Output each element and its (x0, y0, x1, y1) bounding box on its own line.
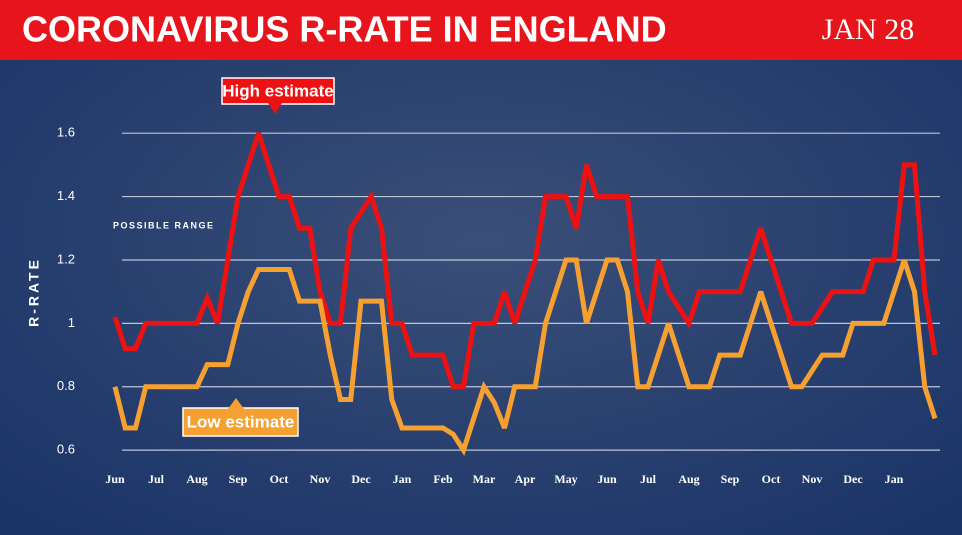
date: JAN 28 (822, 13, 915, 46)
title-bar (0, 0, 962, 60)
x-tick-label: Oct (270, 472, 289, 486)
legend-pointer (228, 398, 244, 409)
series-line (112, 132, 938, 390)
series-line (112, 257, 938, 456)
legend-item: High estimate (221, 77, 335, 114)
x-tick-label: Dec (843, 472, 863, 486)
x-tick-label: Sep (229, 472, 248, 486)
legend-box (221, 77, 335, 105)
y-tick-label: 0.6 (57, 442, 75, 457)
y-axis-label: R-RATE (26, 257, 42, 327)
x-tick-label: Apr (515, 472, 536, 486)
annotation: POSSIBLE RANGE (113, 220, 215, 230)
legend-label: High estimate (222, 81, 333, 100)
x-tick-label: Nov (310, 472, 331, 486)
y-tick-label: 1.4 (57, 188, 75, 203)
x-tick-label: Jul (148, 472, 165, 486)
x-tick-label: Jul (640, 472, 657, 486)
chart-title: CORONAVIRUS R-RATE IN ENGLAND (22, 9, 667, 50)
legend-label: Low estimate (187, 412, 295, 431)
y-tick-label: 1.6 (57, 125, 75, 140)
x-tick-label: Jan (393, 472, 412, 486)
x-tick-label: Jun (105, 472, 125, 486)
x-tick-label: Sep (721, 472, 740, 486)
x-tick-label: Dec (351, 472, 371, 486)
x-tick-label: Feb (433, 472, 453, 486)
legend-pointer (268, 103, 282, 114)
y-tick-label: 1 (68, 315, 75, 330)
x-tick-label: Jan (885, 472, 904, 486)
x-tick-label: Mar (473, 472, 496, 486)
x-tick-label: Nov (802, 472, 823, 486)
x-tick-label: Aug (678, 472, 699, 486)
x-tick-label: Oct (762, 472, 781, 486)
x-tick-label: May (554, 472, 577, 486)
legend-item: Low estimate (182, 398, 299, 437)
x-tick-label: Jun (597, 472, 617, 486)
y-tick-label: 0.8 (57, 378, 75, 393)
y-tick-label: 1.2 (57, 251, 75, 266)
x-tick-label: Aug (186, 472, 207, 486)
